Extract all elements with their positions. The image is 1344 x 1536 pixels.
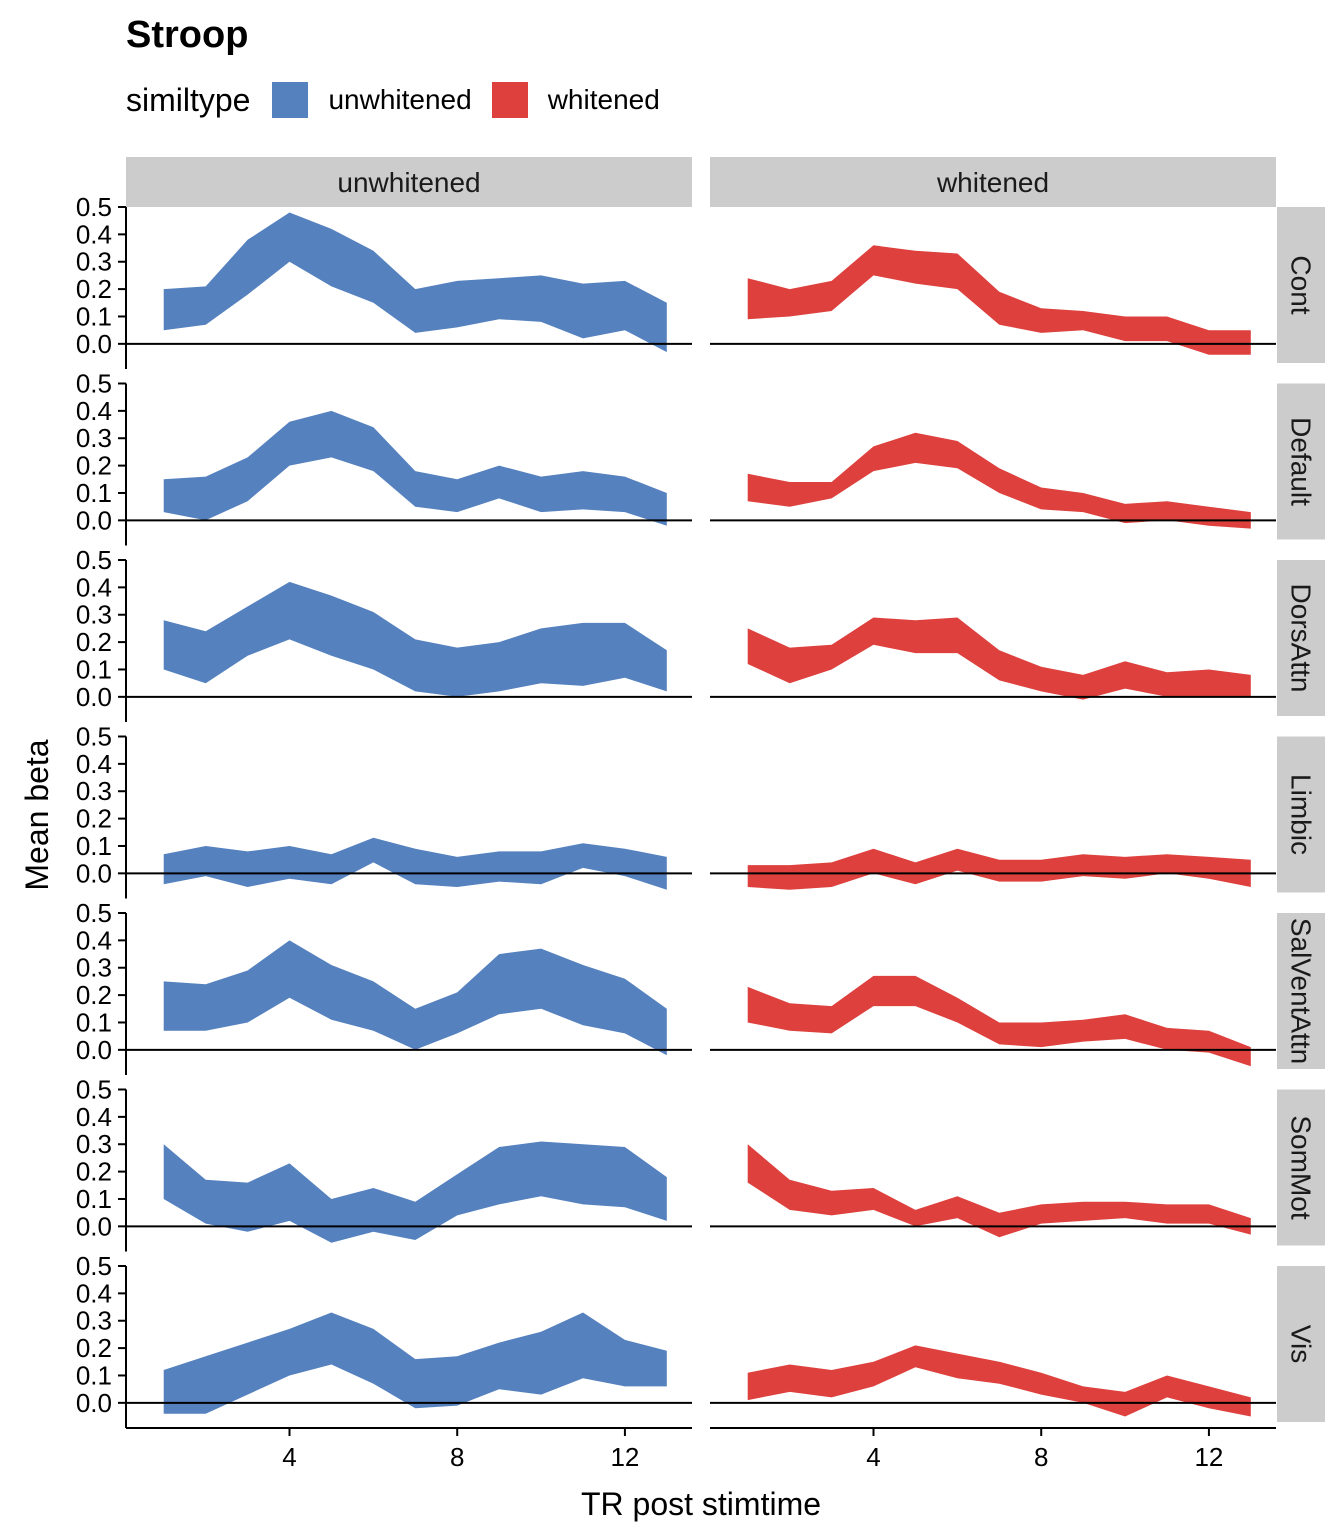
- row-strip-Cont: [1277, 207, 1325, 363]
- y-tick-label-Cont-0: 0.0: [76, 329, 112, 359]
- y-tick-label-Cont-2: 0.2: [76, 274, 112, 304]
- y-tick-label-DorsAttn-4: 0.4: [76, 572, 112, 602]
- ribbon-Limbic-whitened: [747, 848, 1251, 890]
- row-strip-Default: [1277, 383, 1325, 540]
- y-tick-label-Limbic-3: 0.3: [76, 776, 112, 806]
- y-tick-label-SalVentAttn-1: 0.1: [76, 1007, 112, 1037]
- legend-item-whitened: whitened: [491, 82, 660, 118]
- y-tick-label-Cont-5: 0.5: [76, 192, 112, 222]
- column-strip-label-unwhitened: unwhitened: [337, 167, 480, 198]
- y-tick-label-Vis-5: 0.5: [76, 1251, 112, 1281]
- y-tick-label-SomMot-4: 0.4: [76, 1102, 112, 1132]
- x-tick-label-unwhitened-0: 4: [282, 1442, 296, 1472]
- ribbon-Cont-unwhitened: [163, 212, 667, 353]
- legend-label-whitened: whitened: [547, 84, 660, 115]
- legend-item-unwhitened: unwhitened: [272, 82, 472, 118]
- row-strip-label-Cont: Cont: [1286, 255, 1317, 314]
- x-tick-label-whitened-1: 8: [1034, 1442, 1048, 1472]
- ribbon-SalVentAttn-unwhitened: [163, 940, 667, 1056]
- y-tick-label-Default-2: 0.2: [76, 451, 112, 481]
- y-tick-label-Vis-2: 0.2: [76, 1333, 112, 1363]
- row-strip-label-SalVentAttn: SalVentAttn: [1286, 918, 1317, 1064]
- row-strip-Vis: [1277, 1266, 1325, 1422]
- ribbon-SomMot-whitened: [747, 1144, 1251, 1238]
- ribbon-Cont-whitened: [747, 245, 1251, 355]
- column-strip-whitened: [710, 157, 1276, 207]
- y-tick-label-SomMot-3: 0.3: [76, 1129, 112, 1159]
- ribbon-Limbic-unwhitened: [163, 837, 667, 890]
- y-tick-label-Limbic-0: 0.0: [76, 858, 112, 888]
- legend-swatch-unwhitened: [272, 82, 309, 118]
- row-strip-label-Limbic: Limbic: [1286, 774, 1317, 855]
- y-tick-label-Default-5: 0.5: [76, 369, 112, 399]
- chart-title: Stroop: [126, 14, 249, 56]
- row-strip-label-SomMot: SomMot: [1286, 1115, 1317, 1219]
- y-tick-label-Limbic-1: 0.1: [76, 831, 112, 861]
- ribbon-Vis-unwhitened: [163, 1312, 667, 1414]
- y-tick-label-Limbic-2: 0.2: [76, 804, 112, 834]
- x-axis-title: TR post stimtime: [581, 1486, 821, 1522]
- y-tick-label-Default-4: 0.4: [76, 396, 112, 426]
- y-tick-label-Vis-0: 0.0: [76, 1388, 112, 1418]
- y-tick-label-Default-0: 0.0: [76, 505, 112, 535]
- y-tick-label-DorsAttn-5: 0.5: [76, 545, 112, 575]
- y-tick-label-DorsAttn-2: 0.2: [76, 627, 112, 657]
- y-tick-label-Cont-3: 0.3: [76, 247, 112, 277]
- row-strip-SalVentAttn: [1277, 913, 1325, 1069]
- y-tick-label-SomMot-1: 0.1: [76, 1184, 112, 1214]
- y-tick-label-Cont-4: 0.4: [76, 219, 112, 249]
- ribbon-SalVentAttn-whitened: [747, 975, 1251, 1067]
- row-strip-label-Default: Default: [1286, 417, 1317, 506]
- y-tick-label-SalVentAttn-0: 0.0: [76, 1035, 112, 1065]
- y-tick-label-SalVentAttn-5: 0.5: [76, 898, 112, 928]
- ribbon-SomMot-unwhitened: [163, 1141, 667, 1243]
- x-tick-label-whitened-0: 4: [866, 1442, 880, 1472]
- ribbon-DorsAttn-whitened: [747, 617, 1251, 700]
- y-tick-label-Vis-4: 0.4: [76, 1278, 112, 1308]
- ribbon-DorsAttn-unwhitened: [163, 581, 667, 697]
- x-tick-label-whitened-2: 12: [1194, 1442, 1223, 1472]
- y-tick-label-DorsAttn-1: 0.1: [76, 654, 112, 684]
- y-tick-label-Limbic-5: 0.5: [76, 722, 112, 752]
- y-tick-label-DorsAttn-0: 0.0: [76, 682, 112, 712]
- x-tick-label-unwhitened-2: 12: [610, 1442, 639, 1472]
- y-tick-label-SalVentAttn-2: 0.2: [76, 980, 112, 1010]
- ribbon-Vis-whitened: [747, 1345, 1251, 1417]
- legend: similtype unwhitened whitened: [126, 78, 680, 122]
- y-tick-label-Vis-3: 0.3: [76, 1306, 112, 1336]
- y-tick-label-SalVentAttn-4: 0.4: [76, 925, 112, 955]
- row-strip-label-DorsAttn: DorsAttn: [1286, 584, 1317, 693]
- row-strip-DorsAttn: [1277, 560, 1325, 716]
- legend-label-unwhitened: unwhitened: [328, 84, 472, 115]
- legend-swatch-whitened: [491, 82, 528, 118]
- y-tick-label-Cont-1: 0.1: [76, 301, 112, 331]
- column-strip-label-whitened: whitened: [936, 167, 1049, 198]
- y-tick-label-Default-3: 0.3: [76, 423, 112, 453]
- y-tick-label-DorsAttn-3: 0.3: [76, 600, 112, 630]
- row-strip-SomMot: [1277, 1089, 1325, 1246]
- y-tick-label-Limbic-4: 0.4: [76, 749, 112, 779]
- y-tick-label-Vis-1: 0.1: [76, 1360, 112, 1390]
- y-tick-label-SalVentAttn-3: 0.3: [76, 953, 112, 983]
- y-tick-label-Default-1: 0.1: [76, 478, 112, 508]
- ribbon-Default-whitened: [747, 432, 1251, 529]
- row-strip-Limbic: [1277, 736, 1325, 893]
- column-strip-unwhitened: [126, 157, 692, 207]
- row-strip-label-Vis: Vis: [1286, 1325, 1317, 1363]
- legend-title: similtype: [126, 81, 251, 118]
- y-tick-label-SomMot-5: 0.5: [76, 1075, 112, 1105]
- y-tick-label-SomMot-2: 0.2: [76, 1157, 112, 1187]
- y-axis-title: Mean beta: [19, 739, 55, 890]
- x-tick-label-unwhitened-1: 8: [450, 1442, 464, 1472]
- y-tick-label-SomMot-0: 0.0: [76, 1211, 112, 1241]
- ribbon-Default-unwhitened: [163, 410, 667, 526]
